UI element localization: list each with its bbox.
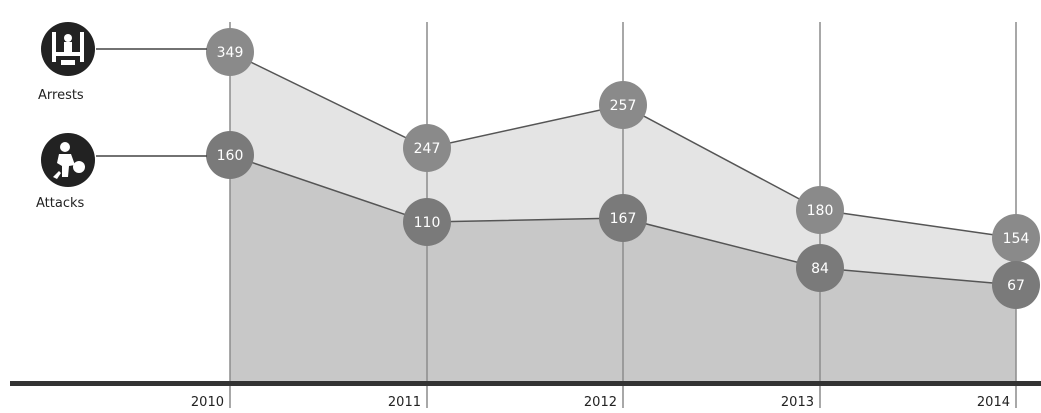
marker-attacks-2011 — [403, 198, 451, 246]
marker-arrests-2014 — [992, 214, 1040, 262]
x-tick-label: 2012 — [584, 395, 617, 410]
marker-arrests-2011 — [403, 124, 451, 172]
data-label-attacks-2012: 167 — [610, 211, 637, 227]
legend-label-arrests: Arrests — [38, 88, 84, 103]
data-label-arrests-2011: 247 — [414, 141, 441, 157]
marker-arrests-2013 — [796, 186, 844, 234]
legend-label-attacks: Attacks — [36, 196, 85, 211]
attack-assault-icon — [41, 133, 95, 187]
data-label-arrests-2012: 257 — [610, 98, 637, 114]
data-label-arrests-2010: 349 — [217, 45, 244, 61]
x-axis-baseline — [10, 381, 1041, 386]
marker-arrests-2012 — [599, 81, 647, 129]
legend-connectors — [96, 48, 207, 157]
chart-markers: 349 247 257 180 154 160 110 167 84 67 — [206, 28, 1040, 309]
x-axis-ticks: 2010 2011 2012 2013 2014 — [191, 395, 1010, 410]
marker-attacks-2010 — [206, 131, 254, 179]
x-tick-label: 2014 — [977, 395, 1010, 410]
data-label-attacks-2011: 110 — [414, 215, 441, 231]
x-tick-label: 2011 — [388, 395, 421, 410]
marker-arrests-2010 — [206, 28, 254, 76]
x-tick-label: 2010 — [191, 395, 224, 410]
data-label-arrests-2013: 180 — [807, 203, 834, 219]
marker-attacks-2014 — [992, 261, 1040, 309]
arrest-handcuffs-icon — [41, 22, 95, 76]
marker-attacks-2012 — [599, 194, 647, 242]
marker-attacks-2013 — [796, 244, 844, 292]
data-label-attacks-2014: 67 — [1007, 278, 1025, 294]
data-label-attacks-2013: 84 — [811, 261, 829, 277]
data-label-arrests-2014: 154 — [1003, 231, 1030, 247]
x-tick-label: 2013 — [781, 395, 814, 410]
data-label-attacks-2010: 160 — [217, 148, 244, 164]
